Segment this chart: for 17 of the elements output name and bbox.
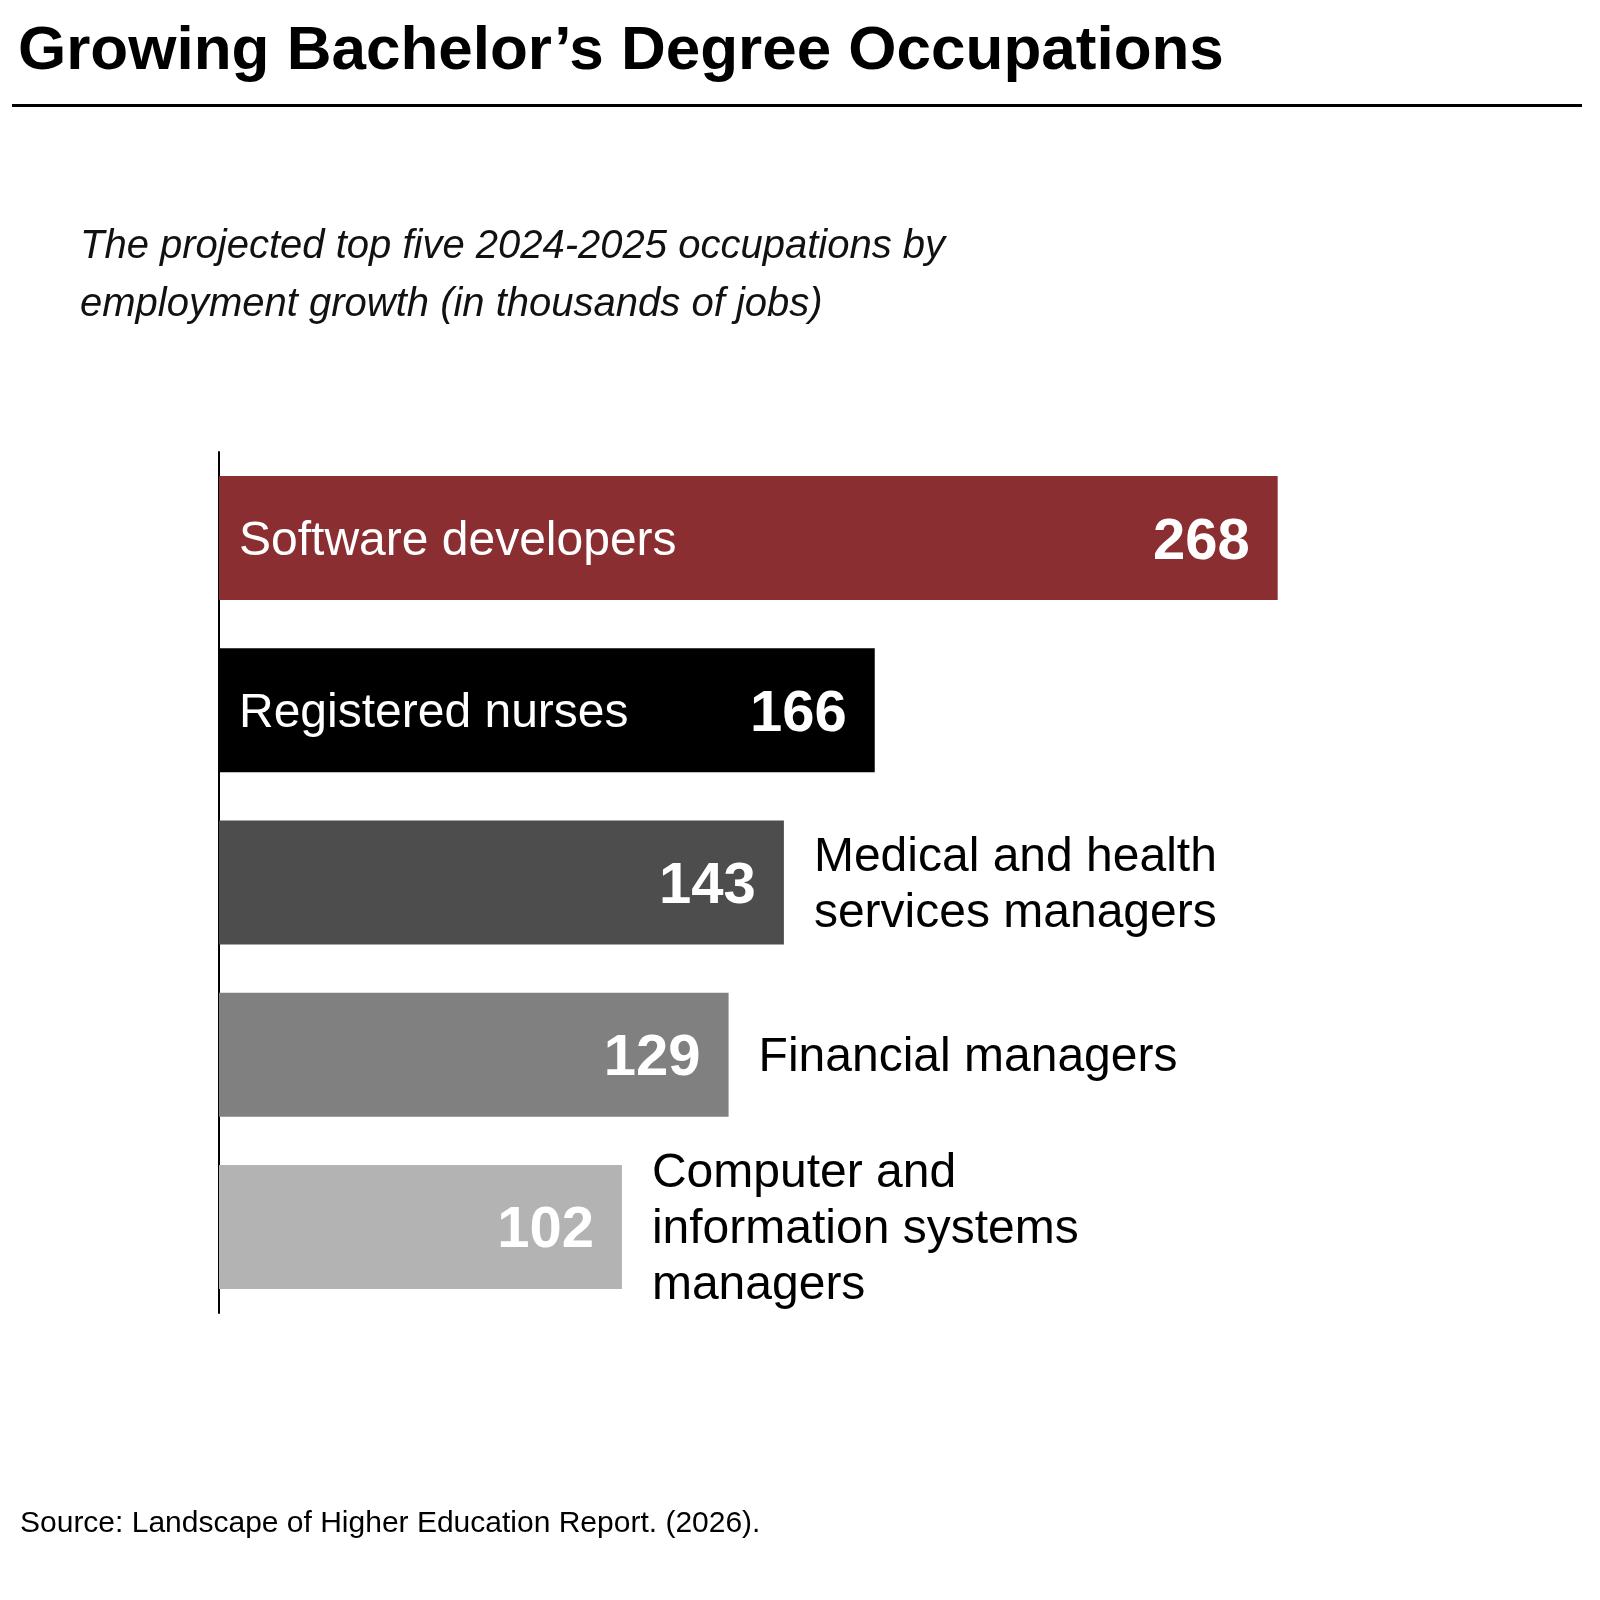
data-label: 129	[603, 1022, 701, 1088]
bar	[219, 476, 1278, 601]
bar	[219, 1164, 622, 1289]
data-label: 268	[1152, 505, 1250, 571]
y-tick-label: Financial managers	[758, 1028, 1178, 1082]
source-note: Source: Landscape of Higher Education Report. (2026).	[20, 1505, 761, 1539]
y-tick-label: Registered nurses	[239, 683, 629, 737]
bar	[219, 992, 729, 1117]
y-tick-label: Computer and information systems managers	[651, 1144, 1093, 1310]
data-label: 102	[497, 1194, 594, 1260]
y-tick-label: Software developers	[239, 511, 677, 565]
data-label: 166	[749, 677, 847, 743]
data-label: 143	[659, 850, 756, 915]
chart-subtitle: The projected top five 2024-2025 occupations by employment growth (in thousands of jobs)	[80, 221, 948, 326]
bar	[219, 820, 784, 945]
y-tick-label: Medical and health services managers	[813, 828, 1231, 937]
chart-title: Growing Bachelor’s Degree Occupations	[18, 12, 1224, 83]
